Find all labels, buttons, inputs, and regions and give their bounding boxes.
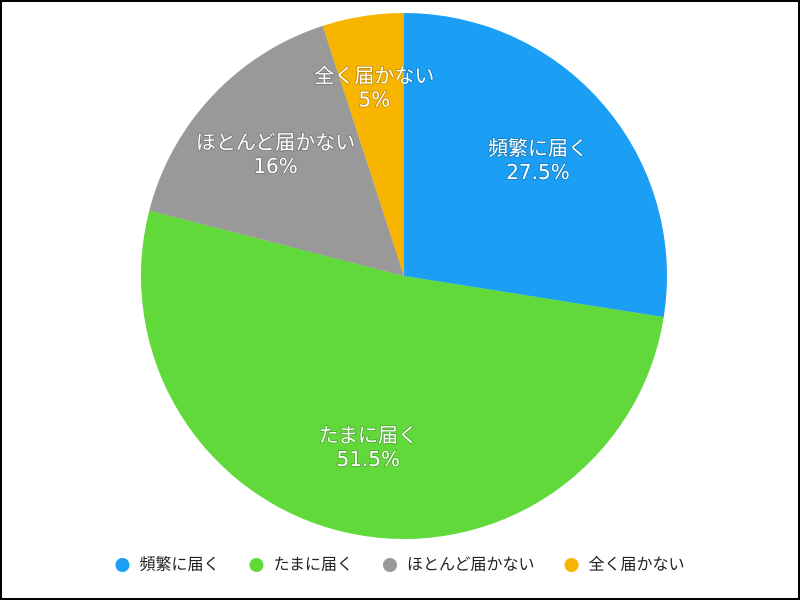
slice-label: 全く届かない: [314, 63, 434, 87]
legend-text: たまに届く: [273, 555, 353, 574]
legend: 頻繁に届く たまに届く ほとんど届かない 全く届かない: [115, 555, 685, 574]
slice-value-label: 51.5%: [336, 447, 400, 471]
slice-value-label: 27.5%: [506, 160, 570, 184]
slice-value-label: 16%: [253, 154, 297, 178]
legend-marker: [249, 558, 264, 572]
legend-marker: [383, 558, 397, 572]
pie-slice: [322, 13, 404, 276]
pie-slice: [140, 210, 664, 540]
slice-label: 頻繁に届く: [488, 136, 588, 160]
legend-marker: [115, 558, 130, 572]
legend-text: 全く届かない: [589, 555, 685, 574]
legend-text: 頻繁に届く: [139, 555, 219, 574]
pie-slice: [149, 25, 404, 277]
legend-text: ほとんど届かない: [407, 555, 535, 574]
legend-marker: [564, 558, 579, 572]
slice-label: ほとんど届かない: [196, 130, 355, 154]
slice-value-label: 5%: [359, 87, 391, 111]
slice-label: たまに届く: [319, 423, 418, 447]
pie-slice: [404, 13, 667, 318]
